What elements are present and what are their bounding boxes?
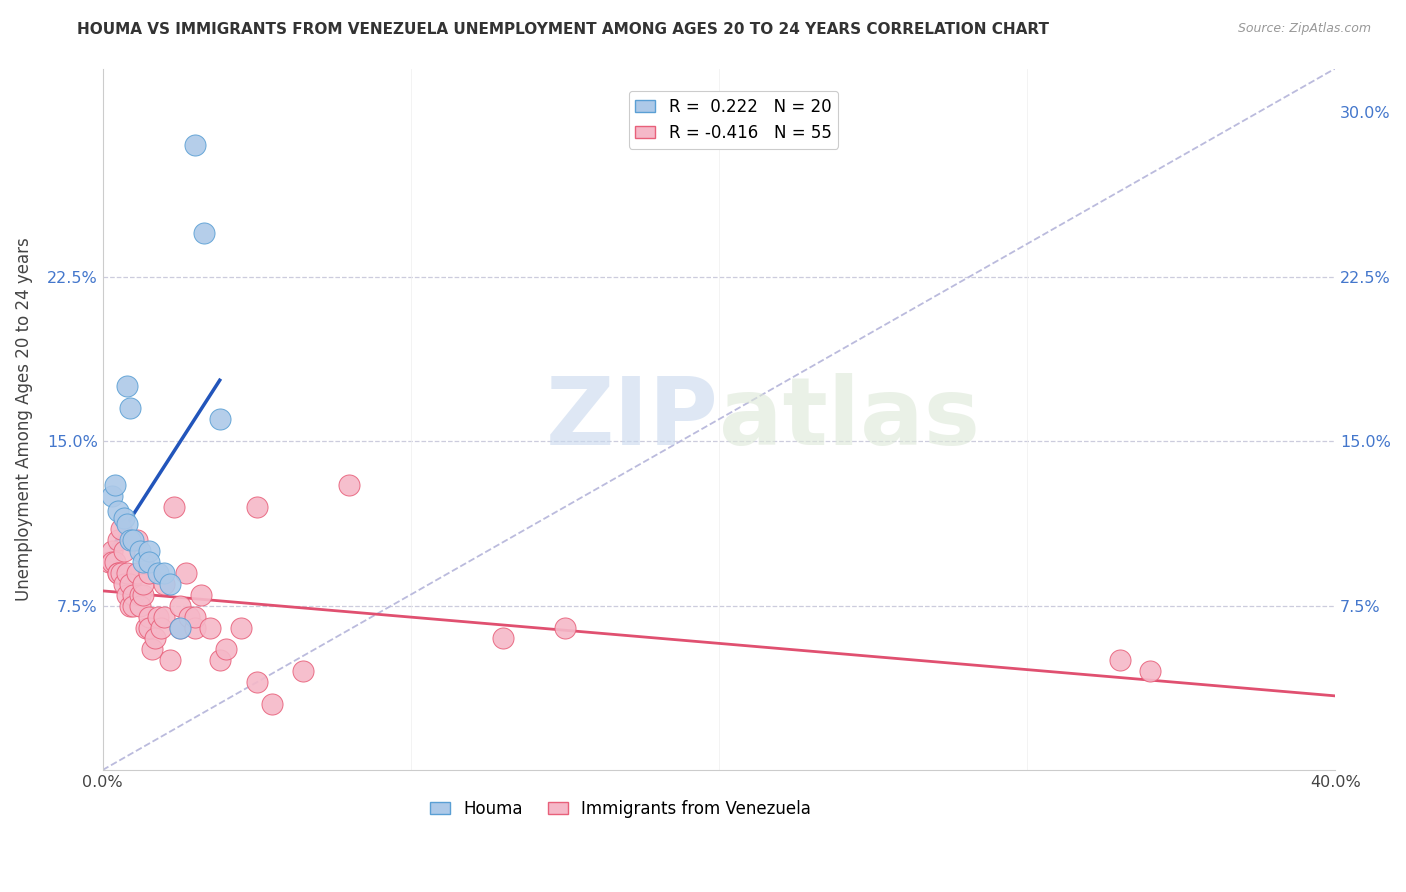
Point <box>117 588 139 602</box>
Point <box>190 588 212 602</box>
Point <box>101 489 124 503</box>
Point <box>122 599 145 613</box>
Point <box>153 566 176 580</box>
Point <box>150 620 173 634</box>
Point <box>128 588 150 602</box>
Point <box>159 653 181 667</box>
Point <box>153 609 176 624</box>
Point <box>138 543 160 558</box>
Point <box>120 576 142 591</box>
Point <box>184 620 207 634</box>
Point <box>107 566 129 580</box>
Point <box>169 620 191 634</box>
Point <box>120 599 142 613</box>
Point <box>146 566 169 580</box>
Point <box>110 566 132 580</box>
Point <box>125 566 148 580</box>
Point <box>125 533 148 547</box>
Point <box>246 675 269 690</box>
Point <box>169 620 191 634</box>
Point <box>112 511 135 525</box>
Text: ZIP: ZIP <box>546 373 718 466</box>
Point <box>122 588 145 602</box>
Point <box>117 566 139 580</box>
Point <box>138 620 160 634</box>
Point <box>184 138 207 153</box>
Point <box>159 576 181 591</box>
Point <box>208 412 231 426</box>
Point <box>193 226 215 240</box>
Text: Source: ZipAtlas.com: Source: ZipAtlas.com <box>1237 22 1371 36</box>
Point <box>131 555 153 569</box>
Point <box>131 576 153 591</box>
Point <box>101 543 124 558</box>
Point <box>492 632 515 646</box>
Point <box>231 620 253 634</box>
Point <box>146 609 169 624</box>
Point <box>153 576 176 591</box>
Point <box>122 533 145 547</box>
Point <box>208 653 231 667</box>
Point <box>120 533 142 547</box>
Text: HOUMA VS IMMIGRANTS FROM VENEZUELA UNEMPLOYMENT AMONG AGES 20 TO 24 YEARS CORREL: HOUMA VS IMMIGRANTS FROM VENEZUELA UNEMP… <box>77 22 1049 37</box>
Point <box>1139 665 1161 679</box>
Point <box>184 609 207 624</box>
Point <box>107 504 129 518</box>
Point <box>104 555 127 569</box>
Point <box>141 642 163 657</box>
Point <box>112 576 135 591</box>
Point <box>169 599 191 613</box>
Point <box>337 478 360 492</box>
Point <box>215 642 238 657</box>
Point <box>107 566 129 580</box>
Point <box>117 379 139 393</box>
Legend: Houma, Immigrants from Venezuela: Houma, Immigrants from Venezuela <box>423 794 817 825</box>
Point <box>135 620 157 634</box>
Point <box>162 500 184 514</box>
Point <box>262 698 284 712</box>
Point <box>246 500 269 514</box>
Point <box>138 609 160 624</box>
Point <box>291 665 314 679</box>
Point <box>200 620 222 634</box>
Point <box>131 588 153 602</box>
Point <box>101 555 124 569</box>
Point <box>104 478 127 492</box>
Point <box>143 632 166 646</box>
Text: atlas: atlas <box>718 373 980 466</box>
Point <box>117 517 139 532</box>
Point <box>128 543 150 558</box>
Point <box>177 609 200 624</box>
Point <box>138 566 160 580</box>
Point <box>107 533 129 547</box>
Point <box>1108 653 1130 667</box>
Point <box>554 620 576 634</box>
Point <box>174 566 197 580</box>
Point <box>120 401 142 416</box>
Point <box>128 599 150 613</box>
Y-axis label: Unemployment Among Ages 20 to 24 years: Unemployment Among Ages 20 to 24 years <box>15 237 32 601</box>
Point <box>112 543 135 558</box>
Point <box>138 555 160 569</box>
Point <box>97 555 120 569</box>
Point <box>110 522 132 536</box>
